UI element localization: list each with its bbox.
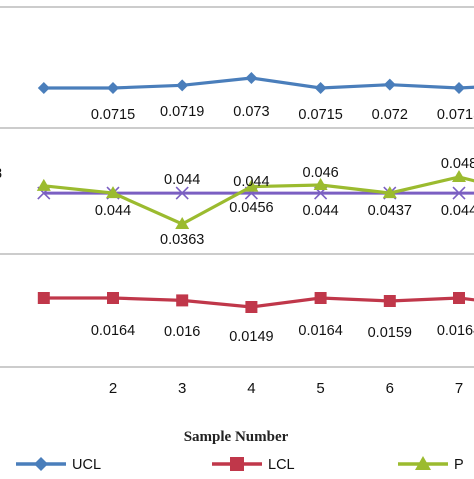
legend-label-lcl: LCL	[268, 457, 295, 473]
data-label-lcl-1: 0.0164	[91, 323, 135, 339]
point-p-6	[452, 170, 466, 182]
point-ucl-0	[37, 82, 50, 94]
label-layer: 0.07150.07190.0730.07150.0720.07150.0720…	[0, 104, 474, 345]
point-lcl-5	[383, 295, 396, 307]
data-label-ucl-4: 0.0715	[298, 107, 342, 123]
data-label-center-4: 0.044	[302, 203, 338, 219]
point-lcl-2	[176, 294, 189, 307]
data-label-ucl-1: 0.0715	[91, 107, 135, 123]
x-tick-label-4: 4	[247, 380, 255, 397]
point-lcl-3	[245, 301, 258, 313]
data-label-center-1: 0.044	[95, 203, 131, 219]
x-tick-label-3: 3	[178, 380, 186, 397]
x-axis-title: Sample Number	[184, 429, 289, 445]
point-p-3	[244, 179, 259, 192]
series-layer	[36, 72, 474, 313]
data-label-p-3: 0.0456	[229, 200, 273, 216]
legend: UCL LCL P	[16, 456, 464, 473]
point-p-1	[106, 186, 120, 199]
point-lcl-1	[107, 292, 119, 304]
data-label-ucl-2: 0.0719	[160, 104, 204, 120]
point-center-2	[175, 186, 189, 200]
point-ucl-2	[176, 79, 189, 92]
data-label-center-3: 0.044	[233, 174, 269, 190]
data-label-ucl-6: 0.0715	[437, 107, 474, 123]
point-center-6	[452, 186, 466, 200]
point-ucl-5	[383, 78, 396, 91]
series-line-ucl	[43, 76, 474, 90]
data-label-lcl-3: 0.0149	[229, 329, 273, 345]
point-p-0	[36, 178, 51, 191]
point-ucl-3	[245, 72, 258, 84]
point-ucl-1	[107, 82, 119, 94]
x-axis: 2345678	[109, 380, 463, 397]
data-label-lcl-4: 0.0164	[298, 323, 342, 339]
data-label-lcl-5: 0.0159	[368, 325, 412, 341]
legend-marker-p	[415, 456, 431, 470]
point-lcl-6	[453, 292, 465, 304]
data-label-p-4: 0.046	[302, 165, 338, 181]
point-p-4	[313, 178, 328, 191]
series-line-lcl	[43, 296, 474, 309]
data-label-p-0: 58	[0, 166, 2, 182]
point-lcl-0	[37, 292, 50, 304]
legend-label-p: P	[454, 457, 464, 473]
grid-layer	[0, 6, 474, 368]
data-label-p-6: 0.048	[441, 156, 474, 172]
series-line-p	[43, 175, 474, 226]
legend-marker-lcl	[230, 457, 244, 471]
data-label-p-2: 0.0363	[160, 232, 204, 248]
point-lcl-4	[314, 292, 327, 304]
x-tick-label-7: 7	[455, 380, 463, 397]
x-tick-label-2: 2	[109, 380, 117, 397]
point-p-5	[382, 186, 397, 199]
legend-marker-ucl	[34, 457, 48, 471]
data-label-ucl-5: 0.072	[372, 107, 408, 123]
data-label-center-2: 0.044	[164, 172, 200, 188]
data-label-ucl-3: 0.073	[233, 104, 269, 120]
data-label-center-6: 0.044	[441, 203, 474, 219]
data-label-center-5: 0.0437	[368, 203, 412, 219]
point-p-2	[175, 217, 190, 229]
legend-label-ucl: UCL	[72, 457, 101, 473]
data-label-lcl-2: 0.016	[164, 324, 200, 340]
data-label-lcl-6: 0.0164	[437, 323, 474, 339]
point-ucl-6	[453, 82, 465, 94]
x-tick-label-6: 6	[386, 380, 394, 397]
point-ucl-4	[314, 82, 327, 94]
x-tick-label-5: 5	[316, 380, 324, 397]
